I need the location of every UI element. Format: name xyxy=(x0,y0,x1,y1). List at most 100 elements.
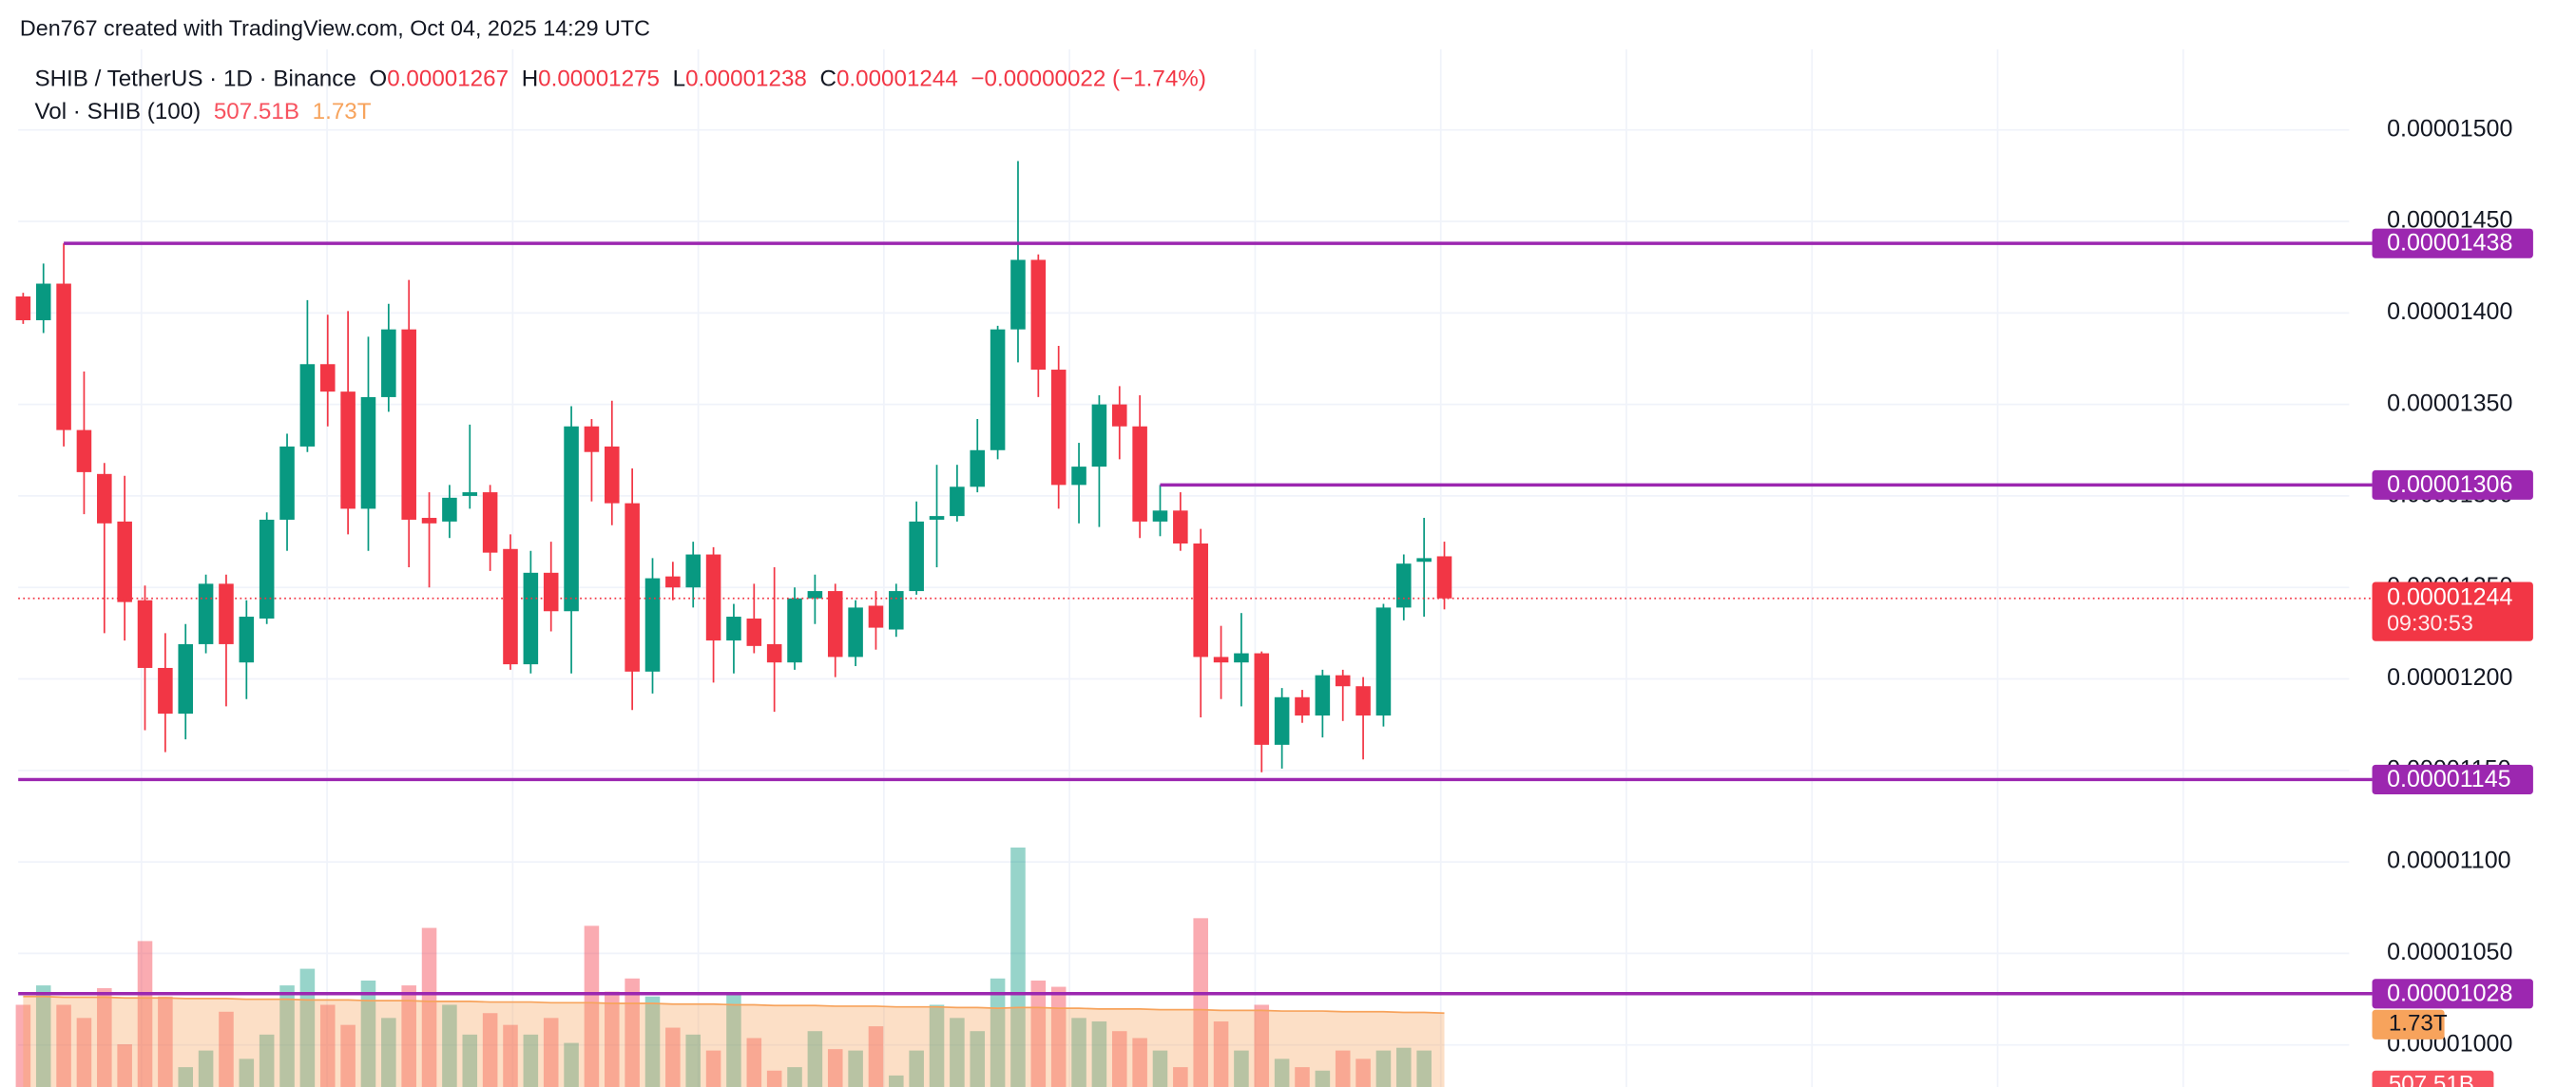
volume-bar xyxy=(1111,1031,1127,1087)
candle-body xyxy=(15,296,31,321)
volume-bar xyxy=(97,987,112,1087)
candle-body xyxy=(381,329,396,397)
volume-bar xyxy=(1132,1038,1147,1087)
candle-body xyxy=(1111,404,1127,427)
volume-bar xyxy=(1355,1058,1371,1087)
candle-body xyxy=(523,572,539,665)
volume-bar xyxy=(970,1031,986,1087)
candle-body xyxy=(1050,370,1067,486)
volume-bar xyxy=(442,1004,457,1087)
candle-body xyxy=(787,598,802,663)
volume-bar xyxy=(827,1049,843,1087)
candle-body xyxy=(1234,653,1249,663)
volume-bar xyxy=(299,968,316,1087)
candle-body xyxy=(219,583,234,644)
candles xyxy=(15,161,1452,772)
volume-bar xyxy=(462,1034,478,1087)
horizontal-line-label: 0.00001306 xyxy=(2387,471,2512,498)
candle-body xyxy=(35,283,51,321)
candle-body xyxy=(746,618,762,646)
horizontal-line-box xyxy=(2372,979,2533,1009)
volume-bar xyxy=(889,1075,904,1087)
candle-body xyxy=(543,572,559,612)
volume-bar xyxy=(35,985,51,1087)
volume-bar xyxy=(1173,1067,1188,1087)
candle-body xyxy=(117,521,132,602)
volume-bar xyxy=(158,996,173,1087)
volume-bar xyxy=(239,1058,255,1087)
candle-body xyxy=(421,518,437,524)
volume-bar xyxy=(1335,1050,1351,1087)
candle-body xyxy=(1355,686,1371,716)
candle-body xyxy=(1335,675,1351,687)
volume-bar xyxy=(584,925,600,1087)
candle-body xyxy=(503,548,518,665)
candle-body xyxy=(158,667,173,715)
volume-ma-area xyxy=(23,996,1445,1087)
candle-body xyxy=(1030,259,1047,371)
candle-body xyxy=(1295,696,1310,716)
volume-bar xyxy=(909,1050,924,1087)
candle-body xyxy=(807,591,823,599)
candle-body xyxy=(1274,696,1290,745)
legend-open: 0.00001267 xyxy=(387,67,509,92)
volume-bar xyxy=(1213,1020,1229,1087)
candle-body xyxy=(97,473,112,524)
candle-body xyxy=(726,617,741,641)
volume-ma-value: 1.73T xyxy=(313,100,372,125)
candle-body xyxy=(239,617,255,663)
legend-volume: Vol · SHIB (100) 507.51B 1.73T xyxy=(34,100,371,125)
candle-body xyxy=(137,600,153,668)
candle-body xyxy=(889,591,904,630)
volume-bar xyxy=(868,1026,884,1087)
candle-body xyxy=(970,449,986,487)
volume-bar xyxy=(219,1011,234,1087)
candle-body xyxy=(360,396,376,509)
volume-bar xyxy=(705,1050,721,1087)
candle-body xyxy=(1396,563,1412,608)
volume-bar xyxy=(605,991,620,1087)
volume-bar xyxy=(807,1031,823,1087)
candle-body xyxy=(442,497,457,522)
volume-bar xyxy=(1091,1020,1107,1087)
volume-bar xyxy=(1375,1050,1392,1087)
candle-body xyxy=(950,486,965,517)
candle-body xyxy=(848,607,863,658)
volume-bar xyxy=(198,1050,214,1087)
legend-low: 0.00001238 xyxy=(685,67,807,92)
horizontal-line-box xyxy=(2372,469,2533,500)
candle-body xyxy=(462,492,478,496)
horizontal-line-box xyxy=(2372,228,2533,258)
volume-bar xyxy=(137,941,153,1087)
volume-bar xyxy=(665,1027,681,1087)
candle-body xyxy=(1071,467,1086,486)
y-tick-label: 0.00001100 xyxy=(2387,848,2510,874)
candle-body xyxy=(605,446,620,504)
candle-body xyxy=(868,605,884,628)
candle-body xyxy=(644,578,661,672)
volume-bar xyxy=(1010,847,1026,1087)
volume-bar xyxy=(1071,1018,1086,1087)
volume-value: 507.51B xyxy=(214,100,299,125)
volume-bar xyxy=(279,985,295,1087)
candle-body xyxy=(929,516,945,520)
candle-body xyxy=(1152,510,1168,522)
volume-bar xyxy=(848,1050,863,1087)
candle-body xyxy=(1193,544,1208,658)
candle-body xyxy=(705,554,721,641)
y-tick-label: 0.00001500 xyxy=(2387,115,2512,142)
candle-body xyxy=(665,576,681,588)
legend-symbol: SHIB / TetherUS · 1D · Binance xyxy=(34,67,356,92)
volume-bar xyxy=(15,1004,31,1087)
volume-bar xyxy=(421,927,437,1087)
candle-body xyxy=(1375,607,1392,716)
candle-body xyxy=(909,521,924,592)
candle-body xyxy=(1416,558,1432,563)
candle-body xyxy=(1315,675,1331,716)
volume-bar xyxy=(319,1004,336,1087)
candle-body xyxy=(178,643,194,715)
y-tick-label: 0.00001200 xyxy=(2387,664,2512,691)
volume-bar xyxy=(1234,1050,1249,1087)
legend-ohlc: SHIB / TetherUS · 1D · Binance O0.000012… xyxy=(34,67,1205,92)
